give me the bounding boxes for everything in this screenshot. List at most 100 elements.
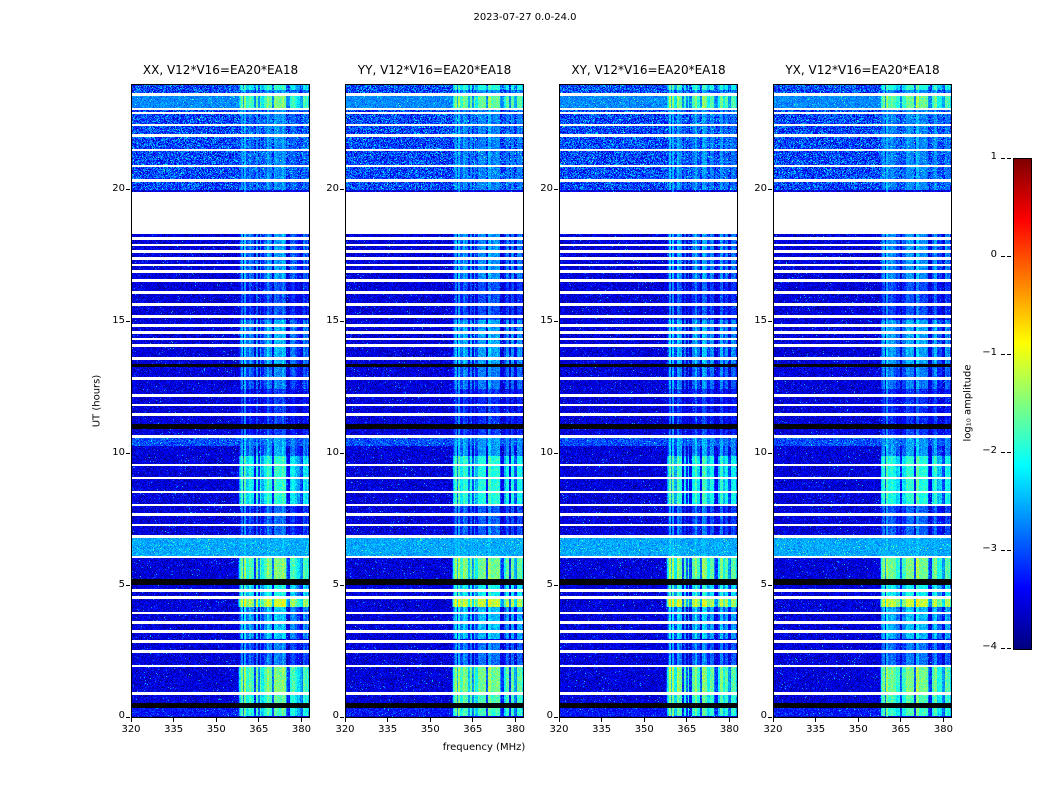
x-tick — [942, 718, 944, 722]
x-tick — [772, 718, 774, 722]
colorbar-tick — [1001, 451, 1005, 453]
y-tick-label: 5 — [546, 578, 553, 590]
x-tick-label: 365 — [891, 724, 911, 735]
colorbar-tick-label: 1 — [990, 151, 997, 162]
x-tick — [857, 718, 859, 722]
x-tick — [686, 718, 688, 722]
y-tick — [768, 189, 772, 191]
y-axis-label: UT (hours) — [91, 374, 103, 428]
x-tick — [815, 718, 817, 722]
x-tick-label: 320 — [121, 724, 141, 735]
y-tick-label: 5 — [332, 578, 339, 590]
colorbar-gradient — [1014, 159, 1031, 649]
spectrogram-panel-xy: XY, V12*V16=EA20*EA18 320 335 350 365 380 0 5 10… — [540, 63, 739, 735]
y-tick-label: 15 — [540, 314, 553, 326]
colorbar-tick-label: −4 — [982, 641, 997, 652]
x-tick-label: 350 — [206, 724, 226, 735]
y-tick-label: 0 — [760, 710, 767, 721]
y-tick — [554, 189, 558, 191]
figure-title: 2023-07-27 0.0-24.0 — [473, 12, 577, 23]
colorbar-tick — [1007, 255, 1011, 257]
x-tick — [900, 718, 902, 722]
y-tick-label: 20 — [754, 182, 767, 194]
panel-title: XX, V12*V16=EA20*EA18 — [142, 63, 299, 77]
colorbar-tick — [1001, 549, 1005, 551]
x-tick — [173, 718, 175, 722]
y-tick-label: 15 — [326, 314, 339, 326]
y-tick — [340, 189, 344, 191]
y-tick — [768, 453, 772, 455]
colorbar-label: log₁₀ amplitude — [962, 364, 974, 442]
x-tick-label: 380 — [933, 724, 954, 735]
x-tick — [601, 718, 603, 722]
y-tick — [340, 453, 344, 455]
x-tick — [643, 718, 645, 722]
y-tick-label: 15 — [112, 314, 125, 326]
colorbar-tick — [1001, 157, 1005, 159]
colorbar-tick — [1007, 549, 1011, 551]
x-tick-label: 380 — [719, 724, 740, 735]
colorbar-tick — [1007, 157, 1011, 159]
y-tick-label: 20 — [326, 182, 339, 194]
y-tick — [768, 585, 772, 587]
panel-title: XY, V12*V16=EA20*EA18 — [571, 63, 726, 77]
x-tick — [429, 718, 431, 722]
panel-title: YX, V12*V16=EA20*EA18 — [785, 63, 940, 77]
colorbar-tick-label: −2 — [982, 445, 997, 456]
x-tick — [728, 718, 730, 722]
y-tick — [126, 585, 130, 587]
colorbar-tick-label: −1 — [982, 347, 997, 358]
y-tick-label: 0 — [546, 710, 553, 721]
x-tick-label: 365 — [249, 724, 269, 735]
y-tick-label: 5 — [118, 578, 125, 590]
y-tick-label: 10 — [112, 446, 125, 458]
y-tick — [126, 453, 130, 455]
x-tick-label: 320 — [335, 724, 355, 735]
colorbar-tick — [1007, 353, 1011, 355]
y-tick — [340, 716, 344, 718]
x-tick — [215, 718, 217, 722]
x-tick — [130, 718, 132, 722]
spectrogram-panel-xx: XX, V12*V16=EA20*EA18 320 335 350 365 380 0 5 10… — [112, 63, 311, 735]
colorbar-tick — [1001, 353, 1005, 355]
y-tick-label: 0 — [118, 710, 125, 721]
y-tick-label: 10 — [326, 446, 339, 458]
spectrogram-canvas-yy — [345, 84, 524, 718]
x-tick-label: 320 — [549, 724, 569, 735]
y-tick-label: 15 — [754, 314, 767, 326]
x-tick — [472, 718, 474, 722]
x-tick-label: 380 — [291, 724, 312, 735]
colorbar-tick-label: −3 — [982, 543, 997, 554]
x-tick — [300, 718, 302, 722]
y-tick-label: 20 — [112, 182, 125, 194]
colorbar-tick-label: 0 — [990, 249, 997, 260]
y-tick — [554, 585, 558, 587]
y-tick-label: 10 — [540, 446, 553, 458]
y-tick-label: 5 — [760, 578, 767, 590]
x-tick-label: 320 — [763, 724, 783, 735]
y-tick-label: 0 — [332, 710, 339, 721]
x-tick-label: 350 — [634, 724, 654, 735]
x-tick — [514, 718, 516, 722]
y-tick — [126, 716, 130, 718]
y-tick — [768, 321, 772, 323]
spectrogram-canvas-xy — [559, 84, 738, 718]
y-tick — [768, 716, 772, 718]
x-tick-label: 350 — [848, 724, 868, 735]
x-tick-label: 335 — [806, 724, 826, 735]
colorbar-tick — [1001, 255, 1005, 257]
spectrogram-canvas-yx — [773, 84, 952, 718]
y-tick — [126, 321, 130, 323]
y-tick — [554, 716, 558, 718]
x-axis-label: frequency (MHz) — [442, 742, 526, 753]
x-tick-label: 335 — [592, 724, 612, 735]
y-tick — [126, 189, 130, 191]
x-tick-label: 365 — [463, 724, 483, 735]
spectrogram-panel-yy: YY, V12*V16=EA20*EA18 320 335 350 365 380 0 5 10… — [326, 63, 525, 735]
colorbar-tick — [1007, 451, 1011, 453]
spectrogram-canvas-xx — [131, 84, 310, 718]
x-tick-label: 335 — [164, 724, 184, 735]
y-tick-label: 20 — [540, 182, 553, 194]
x-tick — [558, 718, 560, 722]
